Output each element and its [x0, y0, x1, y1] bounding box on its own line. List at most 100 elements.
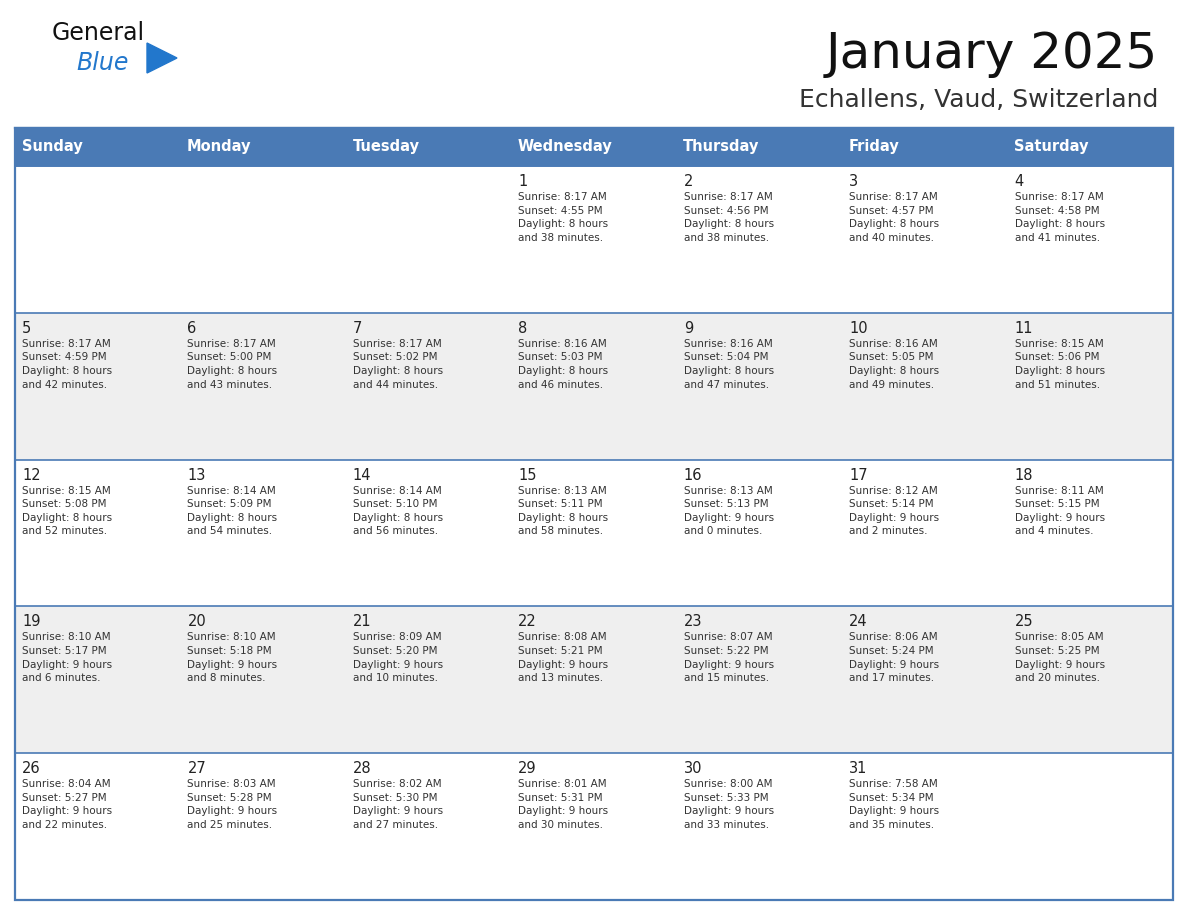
- Text: 28: 28: [353, 761, 372, 777]
- Text: 12: 12: [23, 467, 40, 483]
- Text: Sunrise: 8:10 AM
Sunset: 5:17 PM
Daylight: 9 hours
and 6 minutes.: Sunrise: 8:10 AM Sunset: 5:17 PM Dayligh…: [23, 633, 112, 683]
- Text: 3: 3: [849, 174, 858, 189]
- Polygon shape: [147, 43, 177, 73]
- Bar: [181, 166, 346, 313]
- Bar: [15, 753, 181, 900]
- Text: Sunrise: 8:07 AM
Sunset: 5:22 PM
Daylight: 9 hours
and 15 minutes.: Sunrise: 8:07 AM Sunset: 5:22 PM Dayligh…: [684, 633, 773, 683]
- Bar: [181, 753, 346, 900]
- Text: Sunrise: 8:00 AM
Sunset: 5:33 PM
Daylight: 9 hours
and 33 minutes.: Sunrise: 8:00 AM Sunset: 5:33 PM Dayligh…: [684, 779, 773, 830]
- Bar: [15, 128, 1173, 900]
- Text: Sunday: Sunday: [21, 140, 82, 154]
- Bar: [1007, 166, 1173, 313]
- Text: Sunrise: 8:17 AM
Sunset: 4:59 PM
Daylight: 8 hours
and 42 minutes.: Sunrise: 8:17 AM Sunset: 4:59 PM Dayligh…: [23, 339, 112, 389]
- Text: Sunrise: 8:10 AM
Sunset: 5:18 PM
Daylight: 9 hours
and 8 minutes.: Sunrise: 8:10 AM Sunset: 5:18 PM Dayligh…: [188, 633, 278, 683]
- Text: 17: 17: [849, 467, 867, 483]
- Text: 13: 13: [188, 467, 206, 483]
- Text: 11: 11: [1015, 320, 1034, 336]
- Text: 5: 5: [23, 320, 31, 336]
- Bar: [1007, 313, 1173, 460]
- Text: 8: 8: [518, 320, 527, 336]
- Text: Sunrise: 8:14 AM
Sunset: 5:10 PM
Daylight: 8 hours
and 56 minutes.: Sunrise: 8:14 AM Sunset: 5:10 PM Dayligh…: [353, 486, 443, 536]
- Text: Sunrise: 8:03 AM
Sunset: 5:28 PM
Daylight: 9 hours
and 25 minutes.: Sunrise: 8:03 AM Sunset: 5:28 PM Dayligh…: [188, 779, 278, 830]
- Text: 30: 30: [684, 761, 702, 777]
- Text: Sunrise: 8:05 AM
Sunset: 5:25 PM
Daylight: 9 hours
and 20 minutes.: Sunrise: 8:05 AM Sunset: 5:25 PM Dayligh…: [1015, 633, 1105, 683]
- Bar: [511, 128, 677, 166]
- Text: Echallens, Vaud, Switzerland: Echallens, Vaud, Switzerland: [798, 88, 1158, 112]
- Text: Friday: Friday: [848, 140, 899, 154]
- Bar: [346, 607, 511, 753]
- Text: Sunrise: 8:11 AM
Sunset: 5:15 PM
Daylight: 9 hours
and 4 minutes.: Sunrise: 8:11 AM Sunset: 5:15 PM Dayligh…: [1015, 486, 1105, 536]
- Text: Thursday: Thursday: [683, 140, 759, 154]
- Text: 6: 6: [188, 320, 197, 336]
- Bar: [15, 313, 181, 460]
- Text: 4: 4: [1015, 174, 1024, 189]
- Text: Sunrise: 8:16 AM
Sunset: 5:04 PM
Daylight: 8 hours
and 47 minutes.: Sunrise: 8:16 AM Sunset: 5:04 PM Dayligh…: [684, 339, 773, 389]
- Text: 29: 29: [518, 761, 537, 777]
- Text: Sunrise: 8:17 AM
Sunset: 4:55 PM
Daylight: 8 hours
and 38 minutes.: Sunrise: 8:17 AM Sunset: 4:55 PM Dayligh…: [518, 192, 608, 242]
- Bar: [677, 128, 842, 166]
- Text: Sunrise: 8:02 AM
Sunset: 5:30 PM
Daylight: 9 hours
and 27 minutes.: Sunrise: 8:02 AM Sunset: 5:30 PM Dayligh…: [353, 779, 443, 830]
- Text: Sunrise: 8:17 AM
Sunset: 5:00 PM
Daylight: 8 hours
and 43 minutes.: Sunrise: 8:17 AM Sunset: 5:00 PM Dayligh…: [188, 339, 278, 389]
- Bar: [181, 460, 346, 607]
- Text: 19: 19: [23, 614, 40, 630]
- Text: Sunrise: 8:13 AM
Sunset: 5:11 PM
Daylight: 8 hours
and 58 minutes.: Sunrise: 8:13 AM Sunset: 5:11 PM Dayligh…: [518, 486, 608, 536]
- Text: Sunrise: 8:09 AM
Sunset: 5:20 PM
Daylight: 9 hours
and 10 minutes.: Sunrise: 8:09 AM Sunset: 5:20 PM Dayligh…: [353, 633, 443, 683]
- Text: 26: 26: [23, 761, 40, 777]
- Text: Blue: Blue: [76, 51, 128, 75]
- Bar: [511, 460, 677, 607]
- Bar: [842, 128, 1007, 166]
- Bar: [842, 313, 1007, 460]
- Text: 15: 15: [518, 467, 537, 483]
- Text: Sunrise: 8:08 AM
Sunset: 5:21 PM
Daylight: 9 hours
and 13 minutes.: Sunrise: 8:08 AM Sunset: 5:21 PM Dayligh…: [518, 633, 608, 683]
- Bar: [346, 128, 511, 166]
- Text: 1: 1: [518, 174, 527, 189]
- Text: Sunrise: 8:14 AM
Sunset: 5:09 PM
Daylight: 8 hours
and 54 minutes.: Sunrise: 8:14 AM Sunset: 5:09 PM Dayligh…: [188, 486, 278, 536]
- Text: 2: 2: [684, 174, 693, 189]
- Text: Sunrise: 8:01 AM
Sunset: 5:31 PM
Daylight: 9 hours
and 30 minutes.: Sunrise: 8:01 AM Sunset: 5:31 PM Dayligh…: [518, 779, 608, 830]
- Bar: [181, 313, 346, 460]
- Text: Sunrise: 8:15 AM
Sunset: 5:06 PM
Daylight: 8 hours
and 51 minutes.: Sunrise: 8:15 AM Sunset: 5:06 PM Dayligh…: [1015, 339, 1105, 389]
- Text: Sunrise: 8:17 AM
Sunset: 4:58 PM
Daylight: 8 hours
and 41 minutes.: Sunrise: 8:17 AM Sunset: 4:58 PM Dayligh…: [1015, 192, 1105, 242]
- Text: 14: 14: [353, 467, 372, 483]
- Bar: [677, 607, 842, 753]
- Text: 7: 7: [353, 320, 362, 336]
- Bar: [15, 460, 181, 607]
- Text: General: General: [52, 21, 145, 45]
- Bar: [511, 753, 677, 900]
- Text: Sunrise: 8:17 AM
Sunset: 4:57 PM
Daylight: 8 hours
and 40 minutes.: Sunrise: 8:17 AM Sunset: 4:57 PM Dayligh…: [849, 192, 940, 242]
- Text: Monday: Monday: [187, 140, 252, 154]
- Bar: [346, 313, 511, 460]
- Text: Sunrise: 8:13 AM
Sunset: 5:13 PM
Daylight: 9 hours
and 0 minutes.: Sunrise: 8:13 AM Sunset: 5:13 PM Dayligh…: [684, 486, 773, 536]
- Bar: [1007, 607, 1173, 753]
- Bar: [346, 460, 511, 607]
- Bar: [181, 128, 346, 166]
- Text: 24: 24: [849, 614, 867, 630]
- Text: 23: 23: [684, 614, 702, 630]
- Bar: [842, 753, 1007, 900]
- Text: Sunrise: 7:58 AM
Sunset: 5:34 PM
Daylight: 9 hours
and 35 minutes.: Sunrise: 7:58 AM Sunset: 5:34 PM Dayligh…: [849, 779, 940, 830]
- Bar: [181, 607, 346, 753]
- Bar: [346, 753, 511, 900]
- Bar: [15, 607, 181, 753]
- Bar: [677, 460, 842, 607]
- Text: Sunrise: 8:16 AM
Sunset: 5:05 PM
Daylight: 8 hours
and 49 minutes.: Sunrise: 8:16 AM Sunset: 5:05 PM Dayligh…: [849, 339, 940, 389]
- Text: Sunrise: 8:17 AM
Sunset: 4:56 PM
Daylight: 8 hours
and 38 minutes.: Sunrise: 8:17 AM Sunset: 4:56 PM Dayligh…: [684, 192, 773, 242]
- Text: 31: 31: [849, 761, 867, 777]
- Bar: [1007, 128, 1173, 166]
- Bar: [842, 607, 1007, 753]
- Bar: [677, 313, 842, 460]
- Text: Tuesday: Tuesday: [353, 140, 419, 154]
- Text: Sunrise: 8:17 AM
Sunset: 5:02 PM
Daylight: 8 hours
and 44 minutes.: Sunrise: 8:17 AM Sunset: 5:02 PM Dayligh…: [353, 339, 443, 389]
- Text: 25: 25: [1015, 614, 1034, 630]
- Text: 16: 16: [684, 467, 702, 483]
- Text: Sunrise: 8:04 AM
Sunset: 5:27 PM
Daylight: 9 hours
and 22 minutes.: Sunrise: 8:04 AM Sunset: 5:27 PM Dayligh…: [23, 779, 112, 830]
- Bar: [511, 166, 677, 313]
- Text: Saturday: Saturday: [1015, 140, 1088, 154]
- Bar: [677, 753, 842, 900]
- Text: 27: 27: [188, 761, 207, 777]
- Bar: [842, 166, 1007, 313]
- Text: January 2025: January 2025: [826, 30, 1158, 78]
- Text: Wednesday: Wednesday: [518, 140, 613, 154]
- Bar: [511, 313, 677, 460]
- Text: Sunrise: 8:12 AM
Sunset: 5:14 PM
Daylight: 9 hours
and 2 minutes.: Sunrise: 8:12 AM Sunset: 5:14 PM Dayligh…: [849, 486, 940, 536]
